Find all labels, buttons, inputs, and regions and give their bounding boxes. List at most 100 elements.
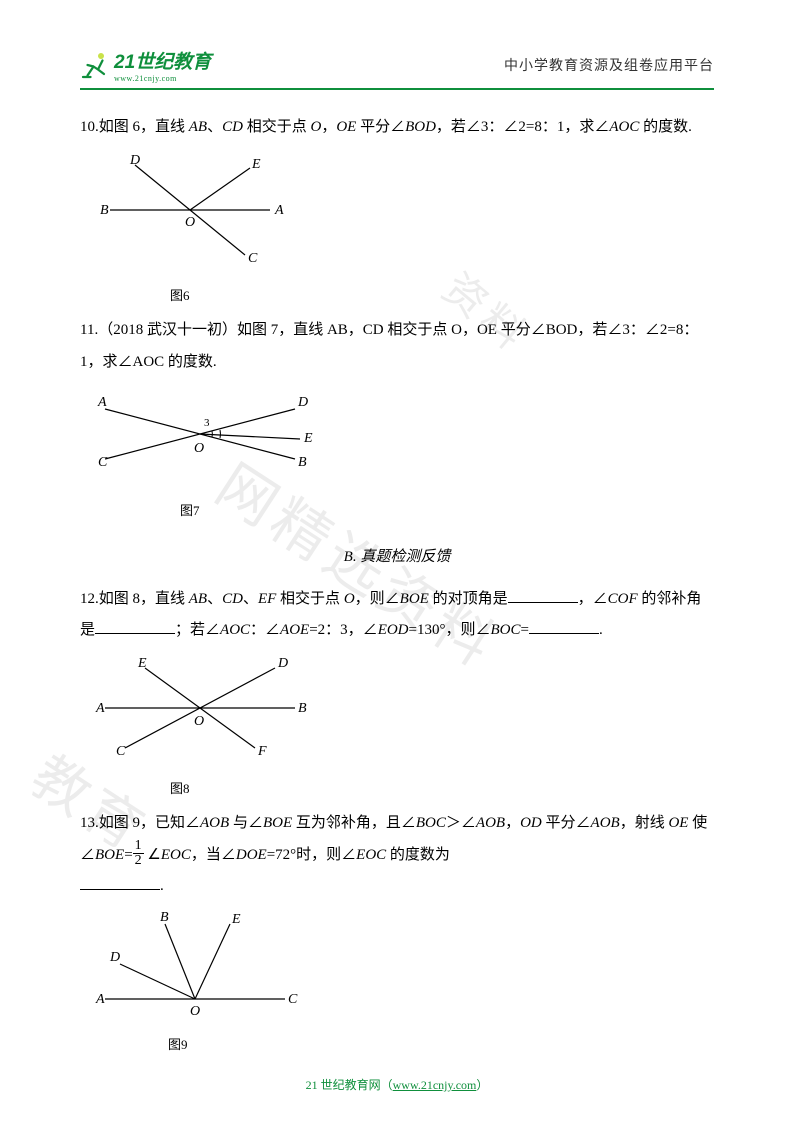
text: ，: [321, 119, 336, 135]
figure-6-caption: 图6: [90, 282, 714, 309]
text: 、: [243, 591, 258, 607]
logo: 21世纪教育 www.21cnjy.com: [80, 47, 211, 83]
header-subtitle: 中小学教育资源及组卷应用平台: [504, 55, 714, 75]
label-B: B: [100, 203, 109, 218]
label-A: A: [95, 992, 105, 1007]
label-A: A: [97, 395, 107, 410]
text: AOB: [591, 815, 620, 831]
text: ∠: [144, 847, 161, 863]
label-D: D: [109, 950, 120, 965]
text: 10.如图 6，直线: [80, 119, 189, 135]
text: COF: [608, 591, 638, 607]
logo-text: 21世纪教育: [114, 47, 211, 74]
logo-url: www.21cnjy.com: [114, 74, 211, 83]
figure-8-caption: 图8: [90, 775, 714, 802]
page-footer: 21 世纪教育网（www.21cnjy.com）: [0, 1076, 794, 1093]
label-B: B: [160, 910, 169, 925]
footer-url: www.21cnjy.com: [393, 1078, 477, 1092]
text: 的度数.: [639, 119, 692, 135]
blank: [508, 588, 578, 603]
question-10: 10.如图 6，直线 AB、CD 相交于点 O，OE 平分∠BOD，若∠3：∠2…: [80, 112, 714, 144]
header-divider: [80, 88, 714, 90]
page-content: 10.如图 6，直线 AB、CD 相交于点 O，OE 平分∠BOD，若∠3：∠2…: [80, 112, 714, 1065]
text: EOC: [356, 847, 386, 863]
text: AOB: [476, 815, 505, 831]
text: ，射线: [620, 815, 669, 831]
text: =: [520, 622, 528, 638]
text: 的度数为: [386, 847, 450, 863]
text: 相交于点: [276, 591, 344, 607]
question-12: 12.如图 8，直线 AB、CD、EF 相交于点 O，则∠BOE 的对顶角是，∠…: [80, 584, 714, 647]
figure-9: B E D A O C 图9: [90, 909, 714, 1059]
text: AOE: [280, 622, 309, 638]
figure-7: A D O E C B 3 图7: [90, 384, 714, 524]
text: AB: [189, 119, 207, 135]
text: ＞∠: [446, 815, 476, 831]
label-O: O: [194, 441, 204, 456]
text: O: [344, 591, 355, 607]
figure-8: E D A O B C F 图8: [90, 653, 714, 803]
label-B: B: [298, 455, 307, 470]
label-E: E: [137, 656, 147, 671]
text: =: [124, 847, 132, 863]
label-E: E: [231, 912, 241, 927]
text: ；若∠: [175, 622, 220, 638]
label-E: E: [251, 157, 261, 172]
fraction: 12: [133, 839, 144, 868]
label-A: A: [274, 203, 284, 218]
text: DOE: [236, 847, 267, 863]
text: CD: [222, 591, 243, 607]
text: 与∠: [229, 815, 263, 831]
text: EOD: [378, 622, 409, 638]
numerator: 1: [133, 839, 144, 854]
label-O: O: [194, 714, 204, 729]
text: AOB: [200, 815, 229, 831]
text: ，∠: [578, 591, 608, 607]
text: .: [160, 878, 164, 894]
question-11: 11.（2018 武汉十一初）如图 7，直线 AB，CD 相交于点 O，OE 平…: [80, 315, 714, 378]
label-C: C: [116, 744, 126, 759]
text: 12.如图 8，直线: [80, 591, 189, 607]
text: 13.如图 9，已知∠: [80, 815, 200, 831]
text: ，当∠: [191, 847, 236, 863]
text: ，若∠3：∠2=8：1，求∠: [436, 119, 609, 135]
text: OE: [336, 119, 356, 135]
text: =72°时，则∠: [267, 847, 356, 863]
label-O: O: [185, 215, 195, 230]
text: ，: [505, 815, 520, 831]
footer-text: 21 世纪教育网（: [306, 1078, 393, 1092]
runner-icon: [80, 50, 110, 80]
figure-7-caption: 图7: [90, 497, 714, 524]
text: BOE: [400, 591, 429, 607]
label-D: D: [277, 656, 288, 671]
text: 平分∠: [542, 815, 591, 831]
label-B: B: [298, 701, 307, 716]
text: 、: [207, 119, 222, 135]
text: ，则∠: [355, 591, 400, 607]
text: BOC: [416, 815, 446, 831]
text: BOC: [490, 622, 520, 638]
text: EOC: [161, 847, 191, 863]
text: AOC: [609, 119, 639, 135]
text: BOD: [405, 119, 436, 135]
blank: [529, 619, 599, 634]
label-E: E: [303, 431, 313, 446]
blank: [95, 619, 175, 634]
text: ：∠: [250, 622, 280, 638]
text: OD: [520, 815, 542, 831]
text: =2：3，∠: [309, 622, 377, 638]
page-header: 21世纪教育 www.21cnjy.com 中小学教育资源及组卷应用平台: [0, 40, 794, 90]
text: .: [599, 622, 603, 638]
figure-6: D E B O A C 图6: [90, 150, 714, 310]
text: AB: [189, 591, 207, 607]
text: CD: [222, 119, 243, 135]
label-D: D: [297, 395, 308, 410]
label-C: C: [288, 992, 298, 1007]
label-C: C: [248, 251, 258, 266]
text: 、: [207, 591, 222, 607]
label-D: D: [129, 153, 140, 168]
text: BOE: [263, 815, 292, 831]
label-A: A: [95, 701, 105, 716]
label-3: 3: [204, 417, 210, 429]
blank: [80, 875, 160, 890]
